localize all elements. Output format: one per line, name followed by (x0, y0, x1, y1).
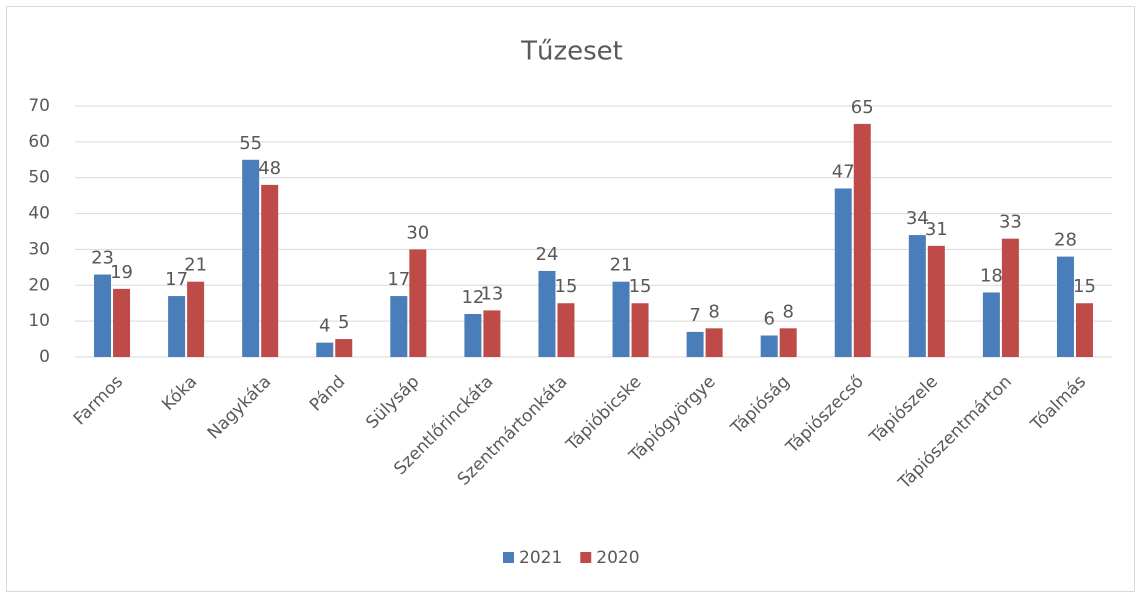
bar (168, 296, 186, 357)
bar (409, 249, 427, 357)
bar (927, 245, 945, 357)
data-label: 12 (461, 287, 484, 308)
bar (113, 288, 131, 357)
bar (779, 328, 797, 357)
data-label: 17 (387, 269, 410, 290)
legend-label: 2020 (596, 548, 639, 568)
bar (187, 281, 205, 357)
bar (464, 313, 482, 357)
bar (631, 303, 649, 357)
data-label: 8 (708, 301, 719, 322)
bar (538, 270, 556, 357)
bar (760, 335, 778, 357)
y-tick-label: 20 (28, 275, 50, 295)
bar (686, 331, 704, 357)
bar (834, 188, 852, 357)
data-label: 24 (536, 244, 559, 265)
bar (242, 159, 260, 357)
bar (316, 342, 334, 357)
data-label: 21 (184, 255, 207, 276)
bar (1056, 256, 1074, 357)
bar (390, 296, 408, 357)
bar (94, 274, 112, 357)
data-label: 21 (610, 255, 633, 276)
legend-swatch (580, 552, 592, 563)
bar (261, 184, 279, 357)
data-label: 48 (258, 158, 281, 179)
data-label: 55 (239, 133, 262, 154)
data-label: 47 (832, 161, 855, 182)
data-label: 15 (555, 276, 578, 297)
legend-label: 2021 (519, 548, 562, 568)
data-label: 19 (110, 262, 133, 283)
data-label: 15 (629, 276, 652, 297)
bar (557, 303, 575, 357)
data-label: 30 (406, 222, 429, 243)
y-tick-label: 30 (28, 239, 50, 259)
data-label: 65 (851, 97, 874, 118)
data-label: 4 (319, 316, 330, 337)
data-label: 6 (763, 308, 774, 329)
bar (335, 339, 353, 357)
data-label: 33 (999, 212, 1022, 233)
y-tick-label: 50 (28, 168, 50, 188)
bar (612, 281, 630, 357)
bar (1075, 303, 1093, 357)
legend-swatch (503, 552, 514, 563)
bar (853, 123, 871, 357)
bar (1001, 238, 1019, 357)
data-label: 15 (1073, 276, 1096, 297)
y-tick-label: 10 (28, 311, 50, 331)
data-label: 18 (980, 265, 1003, 286)
y-tick-label: 40 (28, 204, 50, 224)
chart-title: Tűzeset (520, 37, 623, 67)
data-label: 17 (165, 269, 188, 290)
data-label: 13 (480, 283, 503, 304)
bar (908, 235, 926, 357)
y-tick-label: 60 (28, 132, 50, 152)
bar (483, 310, 501, 357)
data-label: 7 (689, 305, 700, 326)
data-label: 28 (1054, 230, 1077, 251)
data-label: 31 (925, 219, 948, 240)
y-tick-label: 0 (39, 347, 50, 367)
y-tick-label: 70 (28, 96, 50, 116)
bar (982, 292, 1000, 357)
data-label: 5 (338, 312, 349, 333)
data-label: 34 (906, 208, 929, 229)
bar (705, 328, 723, 357)
data-label: 23 (91, 248, 114, 269)
data-label: 8 (782, 301, 793, 322)
